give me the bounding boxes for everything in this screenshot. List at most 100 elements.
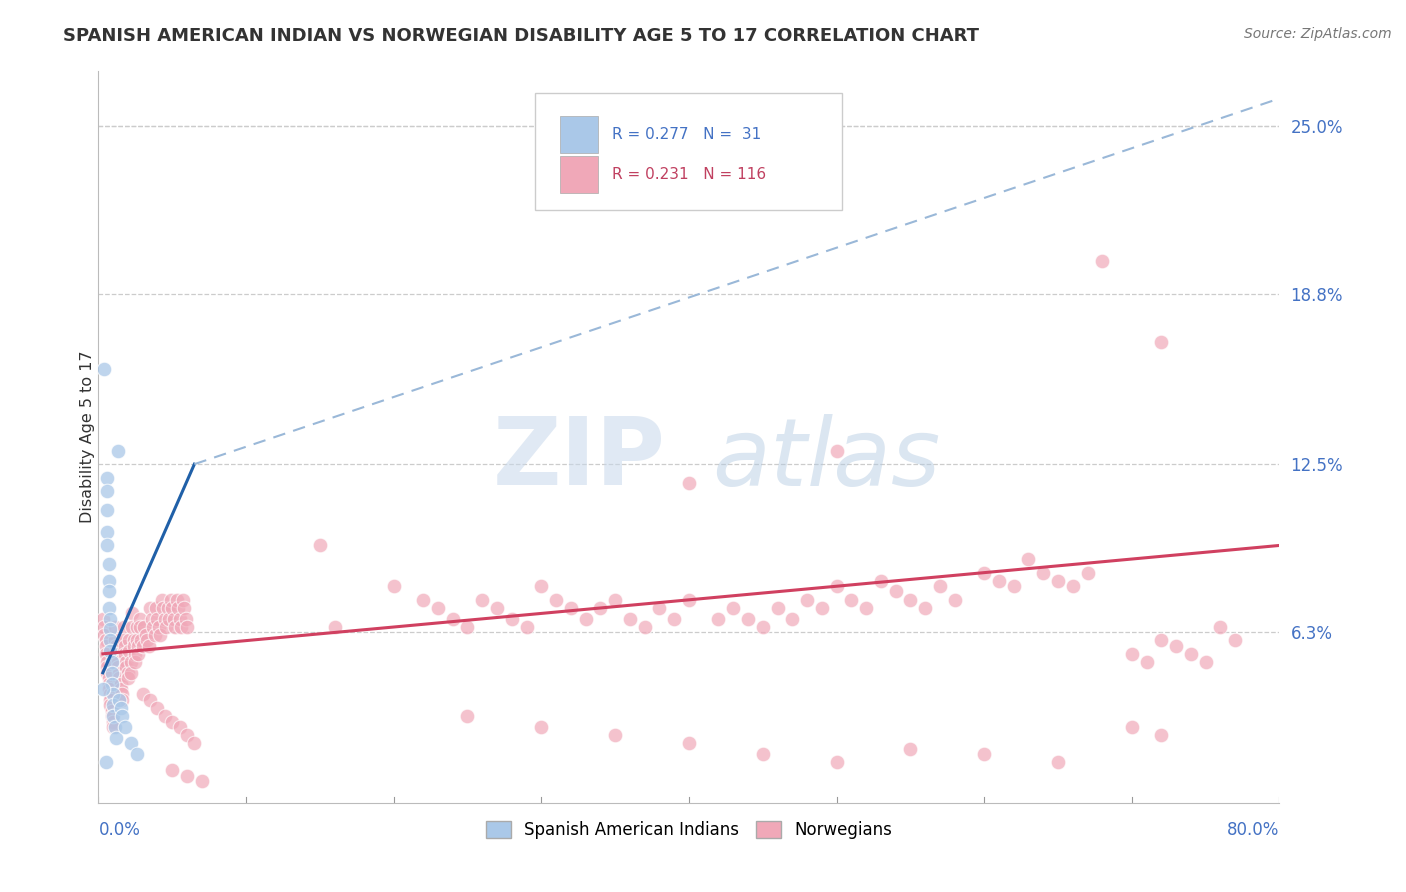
Point [96, 503, 118, 517]
Point [501, 611, 523, 625]
Text: SPANISH AMERICAN INDIAN VS NORWEGIAN DISABILITY AGE 5 TO 17 CORRELATION CHART: SPANISH AMERICAN INDIAN VS NORWEGIAN DIS… [63, 27, 979, 45]
Point [1032, 566, 1054, 580]
Point [100, 676, 122, 690]
Point [560, 600, 582, 615]
Point [125, 620, 148, 634]
Text: 80.0%: 80.0% [1227, 821, 1279, 839]
Text: Source: ZipAtlas.com: Source: ZipAtlas.com [1244, 27, 1392, 41]
Point [100, 665, 122, 680]
Point [165, 620, 187, 634]
Point [97, 574, 120, 588]
Point [929, 579, 952, 593]
Point [103, 709, 125, 723]
Point [108, 671, 131, 685]
Point [100, 704, 122, 718]
Point [1195, 655, 1218, 669]
Point [166, 592, 188, 607]
Point [170, 620, 193, 634]
Point [163, 611, 186, 625]
Point [111, 688, 134, 702]
Point [128, 611, 150, 625]
Point [605, 592, 627, 607]
Point [162, 600, 183, 615]
Point [114, 647, 136, 661]
Point [988, 574, 1011, 588]
Point [1166, 639, 1188, 653]
Point [96, 660, 118, 674]
Point [103, 714, 125, 729]
Point [167, 600, 190, 615]
Point [1062, 579, 1084, 593]
Point [98, 633, 121, 648]
Point [124, 647, 146, 661]
Point [124, 655, 146, 669]
Point [782, 611, 804, 625]
FancyBboxPatch shape [536, 94, 842, 211]
Point [120, 665, 142, 680]
Point [752, 747, 775, 761]
Point [825, 579, 848, 593]
Point [98, 611, 121, 625]
Point [530, 579, 553, 593]
Point [142, 620, 165, 634]
Point [634, 620, 657, 634]
Point [94, 755, 117, 769]
Point [104, 633, 127, 648]
Point [148, 620, 170, 634]
Point [122, 639, 145, 653]
Point [112, 620, 135, 634]
Point [121, 620, 143, 634]
Point [100, 655, 122, 669]
Point [870, 574, 893, 588]
Point [737, 611, 759, 625]
Point [1091, 254, 1114, 268]
Point [973, 747, 995, 761]
Point [96, 484, 118, 499]
Point [132, 639, 155, 653]
Point [96, 665, 118, 680]
Point [98, 693, 121, 707]
Point [648, 600, 671, 615]
Point [155, 620, 177, 634]
Point [129, 633, 152, 648]
FancyBboxPatch shape [560, 156, 598, 193]
Point [94, 633, 117, 648]
Point [110, 681, 132, 696]
Point [173, 600, 195, 615]
Point [118, 644, 141, 658]
Point [143, 628, 166, 642]
Point [138, 639, 160, 653]
Point [157, 611, 180, 625]
Point [723, 600, 745, 615]
Text: 0.0%: 0.0% [98, 821, 141, 839]
Point [114, 720, 136, 734]
Point [441, 611, 464, 625]
Text: R = 0.231   N = 116: R = 0.231 N = 116 [612, 167, 766, 182]
Text: R = 0.277   N =  31: R = 0.277 N = 31 [612, 127, 762, 142]
Point [1136, 655, 1159, 669]
Point [149, 628, 172, 642]
Point [152, 600, 174, 615]
Point [115, 660, 138, 674]
Point [855, 600, 877, 615]
Point [93, 628, 115, 642]
Point [841, 592, 863, 607]
Point [118, 633, 141, 648]
Point [1121, 647, 1143, 661]
Point [457, 709, 479, 723]
Point [111, 709, 134, 723]
Point [125, 747, 148, 761]
Point [191, 774, 214, 789]
Point [91, 611, 114, 625]
Point [176, 769, 198, 783]
Point [914, 600, 936, 615]
Point [117, 665, 139, 680]
Point [132, 688, 155, 702]
Point [135, 628, 157, 642]
Point [98, 644, 121, 658]
Point [94, 639, 117, 653]
Point [737, 145, 759, 160]
Point [107, 660, 129, 674]
Point [103, 698, 125, 713]
Point [1002, 579, 1025, 593]
